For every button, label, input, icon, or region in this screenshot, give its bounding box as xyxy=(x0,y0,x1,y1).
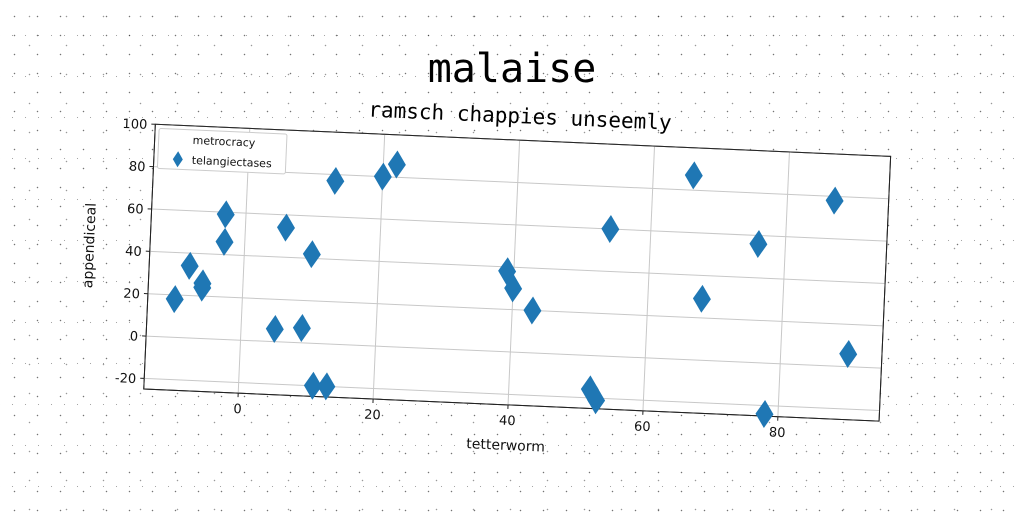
y-grid-line xyxy=(144,377,880,412)
legend-box xyxy=(156,128,288,175)
data-point xyxy=(601,215,620,244)
data-point xyxy=(387,150,406,179)
data-point xyxy=(373,162,392,191)
chart-title: malaise xyxy=(428,46,597,92)
y-grid-line xyxy=(147,293,884,327)
chart-subtitle: ramsch chappies unseemly xyxy=(368,98,672,135)
y-tick-label: 0 xyxy=(129,329,138,344)
data-point xyxy=(193,273,212,302)
legend-label: telangiectases xyxy=(192,154,273,170)
y-grid-line xyxy=(146,335,882,369)
data-point xyxy=(180,251,199,280)
data-point xyxy=(317,372,336,401)
x-tick-label: 60 xyxy=(634,419,651,435)
legend-label: metrocracy xyxy=(192,134,256,150)
y-grid-line xyxy=(149,250,886,284)
data-point xyxy=(303,371,322,400)
x-tick-label: 20 xyxy=(364,408,381,424)
x-tick-label: 0 xyxy=(233,402,242,417)
legend-marker xyxy=(172,151,183,168)
data-point xyxy=(692,284,711,313)
data-point xyxy=(587,386,606,415)
data-point xyxy=(326,166,345,195)
y-tick-label: 100 xyxy=(122,117,147,133)
data-point xyxy=(580,375,599,404)
x-grid-line xyxy=(777,151,790,417)
data-point xyxy=(684,161,703,190)
data-point xyxy=(216,200,235,229)
data-point xyxy=(276,213,295,242)
y-tick-label: 40 xyxy=(125,244,142,260)
data-point xyxy=(749,229,768,258)
plot-border xyxy=(143,123,892,422)
x-grid-line xyxy=(642,146,656,411)
data-point xyxy=(302,240,321,269)
x-tick-label: 40 xyxy=(499,414,516,430)
x-axis-label: tetterworm xyxy=(466,436,545,455)
data-point xyxy=(265,314,284,343)
y-axis-label: appendiceal xyxy=(80,203,100,289)
y-tick-label: 20 xyxy=(123,287,140,303)
y-tick-label: 60 xyxy=(127,202,144,218)
data-point xyxy=(292,314,311,343)
plot-area: 0 20 40 60 80 -20 0 20 40 60 80 100 metrocracy telang… xyxy=(115,117,892,441)
y-tick-label: 80 xyxy=(129,160,146,176)
data-point xyxy=(215,227,234,256)
data-point xyxy=(165,285,184,314)
x-tick-label: 80 xyxy=(769,425,786,441)
data-point xyxy=(755,400,774,428)
data-point xyxy=(825,186,844,215)
data-point xyxy=(504,274,523,303)
data-point xyxy=(523,296,542,325)
data-point xyxy=(839,340,858,368)
y-tick-label: -20 xyxy=(115,371,137,387)
y-grid-line xyxy=(151,208,887,242)
data-point xyxy=(498,257,517,286)
